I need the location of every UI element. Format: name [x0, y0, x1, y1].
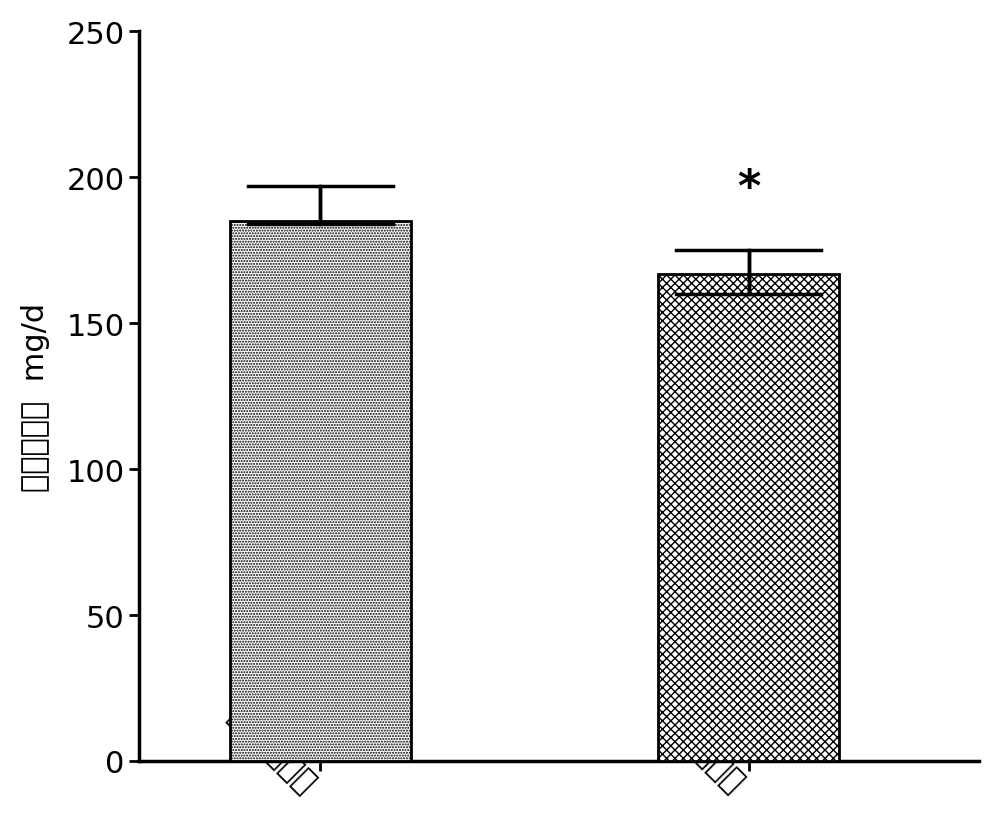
Bar	[230, 222, 411, 761]
Text: *: *	[737, 167, 760, 210]
Y-axis label: 环孢素剂量  mg/d: 环孢素剂量 mg/d	[21, 302, 50, 491]
Bar	[658, 274, 839, 761]
